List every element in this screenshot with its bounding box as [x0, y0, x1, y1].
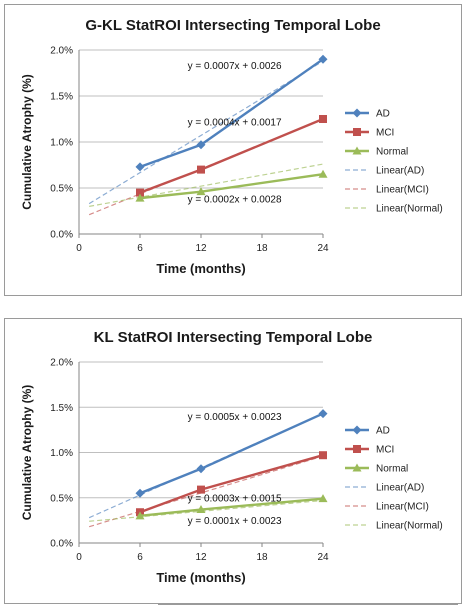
data-point: [197, 165, 205, 174]
legend-marker: [353, 445, 361, 453]
trendline-equation: y = 0.0005x + 0.0023: [188, 412, 282, 423]
data-point: [135, 511, 145, 520]
data-point: [318, 169, 328, 178]
series-line: [139, 58, 324, 168]
chart-kl: KL StatROI Intersecting Temporal Lobe 0.0…: [20, 329, 443, 585]
data-point: [318, 409, 328, 419]
legend-label: Normal: [376, 464, 408, 475]
data-point: [319, 451, 327, 460]
series-normal: [135, 169, 328, 202]
trendline-equation: y = 0.0002x + 0.0028: [188, 195, 282, 206]
x-tick-label: 12: [195, 243, 207, 254]
y-tick-label: 1.5%: [50, 403, 73, 414]
legend-label: Linear(AD): [376, 483, 424, 494]
legend-label: MCI: [376, 445, 394, 456]
y-tick-label: 1.5%: [50, 92, 73, 103]
legend: AD MCI Normal Linear(AD) Linear(MCI) Linear(N…: [345, 425, 443, 532]
x-axis-label: Time (months): [156, 261, 245, 276]
legend-marker: [352, 146, 362, 155]
trendline-equation: y = 0.0007x + 0.0026: [188, 61, 282, 72]
data-point: [196, 140, 206, 150]
trendline-ad: [88, 413, 324, 519]
y-tick-label: 1.0%: [50, 448, 73, 459]
y-tick-label: 2.0%: [50, 358, 73, 369]
legend-label: Linear(Normal): [376, 204, 443, 215]
y-axis-label: Cumulative Atrophy (%): [20, 385, 34, 521]
legend-label: AD: [376, 109, 390, 120]
y-tick-label: 0.5%: [50, 493, 73, 504]
legend-label: Linear(Normal): [376, 521, 443, 532]
data-point: [196, 464, 206, 474]
x-tick-label: 0: [76, 243, 82, 254]
legend-marker: [353, 128, 361, 136]
data-point: [318, 494, 328, 503]
y-tick-label: 0.0%: [50, 230, 73, 241]
data-point: [135, 488, 145, 498]
data-point: [196, 187, 206, 196]
x-tick-label: 18: [256, 552, 268, 563]
chart-gkl: G-KL StatROI Intersecting Temporal Lobe 0…: [20, 17, 443, 276]
data-point: [135, 193, 145, 202]
y-tick-label: 0.5%: [50, 184, 73, 195]
legend-label: AD: [376, 426, 390, 437]
trendline-ad: [88, 60, 324, 205]
y-tick-label: 0.0%: [50, 539, 73, 550]
series-ad: [135, 54, 328, 172]
legend-label: Linear(AD): [376, 166, 424, 177]
legend-label: MCI: [376, 128, 394, 139]
data-point: [197, 485, 205, 494]
series-ad: [135, 409, 328, 498]
x-tick-label: 6: [137, 552, 143, 563]
x-axis-label: Time (months): [156, 570, 245, 585]
legend-marker: [352, 108, 362, 118]
data-point: [318, 54, 328, 64]
chart-panel-gkl: G-KL StatROI Intersecting Temporal Lobe 0…: [4, 4, 462, 296]
trendline-normal: [89, 499, 324, 522]
series-mci: [136, 115, 327, 197]
legend-label: Normal: [376, 147, 408, 158]
y-tick-label: 1.0%: [50, 138, 73, 149]
divider: [158, 604, 458, 605]
x-tick-label: 18: [256, 243, 268, 254]
x-tick-label: 6: [137, 243, 143, 254]
legend-label: Linear(MCI): [376, 502, 429, 513]
x-tick-label: 24: [317, 552, 329, 563]
trendline-equation: y = 0.0001x + 0.0023: [188, 516, 282, 527]
trendline-equation: y = 0.0004x + 0.0017: [188, 117, 282, 128]
trendline-equation: y = 0.0003x + 0.0015: [188, 493, 282, 504]
legend: AD MCI Normal Linear(AD) Linear(MCI) Linear(N…: [345, 108, 443, 215]
trendline-mci: [88, 455, 324, 528]
chart-title: G-KL StatROI Intersecting Temporal Lobe: [85, 17, 380, 34]
y-tick-label: 2.0%: [50, 46, 73, 57]
data-point: [135, 162, 145, 172]
data-point: [136, 188, 144, 197]
legend-marker: [352, 425, 362, 435]
series-normal: [135, 494, 328, 520]
x-tick-label: 12: [195, 552, 207, 563]
x-tick-label: 0: [76, 552, 82, 563]
x-tick-label: 24: [317, 243, 329, 254]
chart-title: KL StatROI Intersecting Temporal Lobe: [94, 329, 373, 346]
y-axis-label: Cumulative Atrophy (%): [20, 74, 34, 210]
legend-label: Linear(MCI): [376, 185, 429, 196]
data-point: [319, 115, 327, 123]
chart-panel-kl: KL StatROI Intersecting Temporal Lobe 0.0…: [4, 318, 462, 604]
legend-marker: [352, 463, 362, 472]
data-point: [196, 505, 206, 514]
